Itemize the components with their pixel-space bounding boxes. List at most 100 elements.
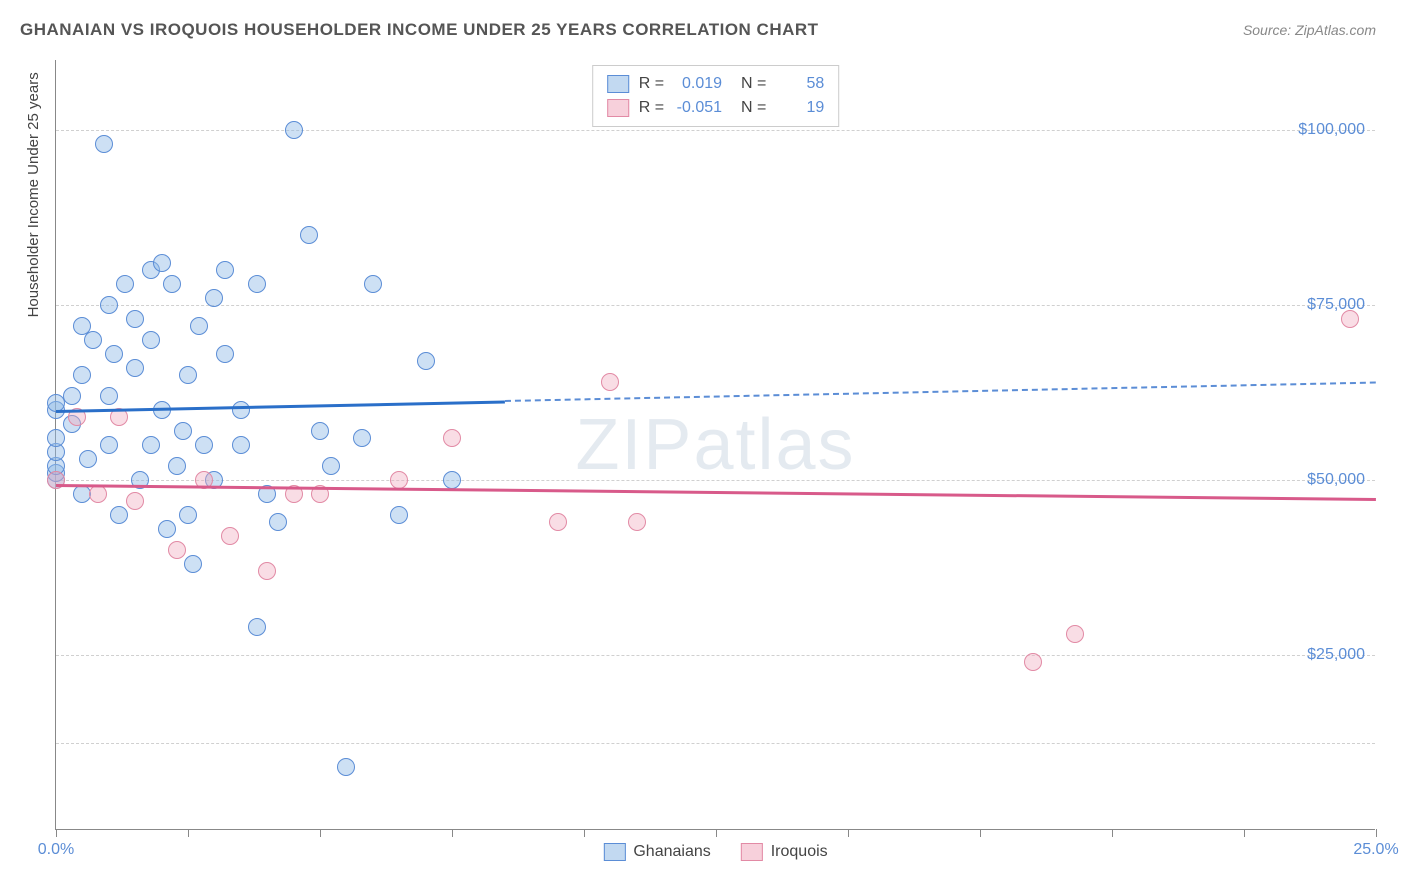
x-tick xyxy=(1112,829,1113,837)
data-point xyxy=(300,226,318,244)
data-point xyxy=(168,457,186,475)
data-point xyxy=(205,289,223,307)
data-point xyxy=(311,422,329,440)
data-point xyxy=(601,373,619,391)
y-tick-label: $100,000 xyxy=(1298,121,1365,139)
gridline xyxy=(56,480,1375,481)
x-tick xyxy=(320,829,321,837)
data-point xyxy=(163,275,181,293)
data-point xyxy=(549,513,567,531)
data-point xyxy=(390,471,408,489)
data-point xyxy=(322,457,340,475)
data-point xyxy=(63,387,81,405)
x-tick xyxy=(980,829,981,837)
legend-label: Iroquois xyxy=(771,843,828,861)
stats-legend: R = 0.019 N = 58 R = -0.051 N = 19 xyxy=(592,65,840,127)
stats-n-value: 58 xyxy=(776,72,824,96)
data-point xyxy=(1066,625,1084,643)
data-point xyxy=(158,520,176,538)
data-point xyxy=(89,485,107,503)
x-tick xyxy=(56,829,57,837)
data-point xyxy=(417,352,435,370)
trend-line xyxy=(505,382,1376,402)
data-point xyxy=(195,436,213,454)
swatch-ghanaians xyxy=(607,75,629,93)
data-point xyxy=(100,387,118,405)
data-point xyxy=(100,296,118,314)
data-point xyxy=(179,366,197,384)
data-point xyxy=(174,422,192,440)
x-tick xyxy=(716,829,717,837)
data-point xyxy=(100,436,118,454)
data-point xyxy=(285,121,303,139)
data-point xyxy=(126,310,144,328)
data-point xyxy=(232,436,250,454)
trend-line xyxy=(56,400,505,413)
y-tick-label: $50,000 xyxy=(1307,471,1365,489)
data-point xyxy=(142,436,160,454)
data-point xyxy=(73,366,91,384)
data-point xyxy=(248,275,266,293)
data-point xyxy=(126,492,144,510)
x-tick xyxy=(188,829,189,837)
data-point xyxy=(95,135,113,153)
x-tick xyxy=(452,829,453,837)
data-point xyxy=(1024,653,1042,671)
data-point xyxy=(142,331,160,349)
data-point xyxy=(168,541,186,559)
chart-title: GHANAIAN VS IROQUOIS HOUSEHOLDER INCOME … xyxy=(20,20,819,40)
stats-n-value: 19 xyxy=(776,96,824,120)
data-point xyxy=(337,758,355,776)
data-point xyxy=(184,555,202,573)
data-point xyxy=(126,359,144,377)
swatch-iroquois xyxy=(607,99,629,117)
y-tick-label: $75,000 xyxy=(1307,296,1365,314)
x-tick xyxy=(1376,829,1377,837)
watermark: ZIPatlas xyxy=(575,404,855,486)
data-point xyxy=(153,254,171,272)
gridline xyxy=(56,743,1375,744)
data-point xyxy=(116,275,134,293)
stats-row: R = 0.019 N = 58 xyxy=(607,72,825,96)
y-axis-title: Householder Income Under 25 years xyxy=(25,72,42,317)
data-point xyxy=(258,562,276,580)
data-point xyxy=(443,471,461,489)
data-point xyxy=(216,345,234,363)
legend-label: Ghanaians xyxy=(633,843,710,861)
data-point xyxy=(216,261,234,279)
x-tick xyxy=(848,829,849,837)
data-point xyxy=(84,331,102,349)
series-legend: Ghanaians Iroquois xyxy=(603,843,827,861)
x-tick xyxy=(1244,829,1245,837)
y-tick-label: $25,000 xyxy=(1307,646,1365,664)
gridline xyxy=(56,655,1375,656)
x-tick-label: 25.0% xyxy=(1353,841,1398,859)
stats-row: R = -0.051 N = 19 xyxy=(607,96,825,120)
data-point xyxy=(390,506,408,524)
trend-line xyxy=(56,484,1376,501)
data-point xyxy=(47,429,65,447)
data-point xyxy=(353,429,371,447)
data-point xyxy=(1341,310,1359,328)
legend-item: Ghanaians xyxy=(603,843,710,861)
data-point xyxy=(190,317,208,335)
data-point xyxy=(110,506,128,524)
x-tick xyxy=(584,829,585,837)
gridline xyxy=(56,305,1375,306)
swatch-iroquois xyxy=(741,843,763,861)
x-tick-label: 0.0% xyxy=(38,841,74,859)
data-point xyxy=(179,506,197,524)
stats-n-label: N = xyxy=(732,96,766,120)
stats-r-label: R = xyxy=(639,96,664,120)
data-point xyxy=(232,401,250,419)
legend-item: Iroquois xyxy=(741,843,828,861)
stats-r-value: 0.019 xyxy=(674,72,722,96)
stats-n-label: N = xyxy=(732,72,766,96)
data-point xyxy=(364,275,382,293)
data-point xyxy=(221,527,239,545)
data-point xyxy=(628,513,646,531)
swatch-ghanaians xyxy=(603,843,625,861)
data-point xyxy=(443,429,461,447)
data-point xyxy=(269,513,287,531)
data-point xyxy=(79,450,97,468)
